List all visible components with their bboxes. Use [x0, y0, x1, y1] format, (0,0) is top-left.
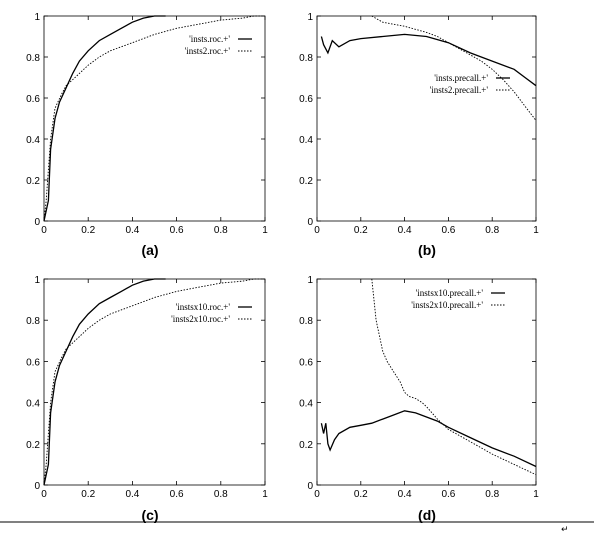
y-tick-label: 1 [34, 12, 40, 23]
panel-caption: (b) [418, 242, 436, 258]
y-tick-label: 0.8 [299, 53, 313, 64]
x-tick-label: 0.2 [354, 225, 368, 236]
y-tick-label: 0.4 [299, 399, 313, 410]
x-tick-label: 0.4 [125, 489, 139, 500]
x-tick-label: 0.2 [81, 489, 95, 500]
return-mark: ↵ [561, 525, 569, 534]
plot-frame [43, 278, 266, 486]
x-tick-label: 0.6 [441, 489, 455, 500]
legend-label: 'instsx10.precall.+' [416, 288, 484, 298]
x-tick-label: 1 [262, 489, 268, 500]
y-tick-label: 0.6 [299, 357, 313, 368]
y-tick-label: 0.4 [26, 135, 40, 146]
series-line-1 [43, 15, 265, 222]
y-tick-label: 0.2 [299, 440, 313, 451]
y-tick-label: 0.2 [299, 176, 313, 187]
x-tick-label: 0.8 [485, 225, 499, 236]
y-tick-label: 0.6 [26, 94, 40, 105]
x-tick-label: 0.6 [170, 225, 184, 236]
legend-label: 'insts2x10.precall.+' [411, 300, 483, 310]
y-tick-label: 0 [307, 481, 313, 492]
x-tick-label: 0.4 [398, 225, 412, 236]
y-tick-label: 0.4 [26, 399, 40, 410]
x-tick-label: 0 [41, 225, 47, 236]
x-tick-label: 0 [314, 225, 320, 236]
chart-panel-3: 0 0.2 0.4 0.6 0.8 1 0 0.2 0.4 0.6 0.8 1 'instsx10.pr… [299, 275, 539, 523]
x-tick-label: 0.2 [354, 489, 368, 500]
x-tick-label: 0.8 [485, 489, 499, 500]
legend-label: 'insts.precall.+' [434, 73, 488, 83]
x-tick-label: 0 [314, 489, 320, 500]
x-tick-label: 0 [41, 489, 47, 500]
x-tick-label: 1 [262, 225, 268, 236]
legend-label: 'insts2.roc.+' [185, 46, 231, 56]
y-tick-label: 0 [34, 217, 40, 228]
plot-frame [316, 15, 537, 222]
series-line-0 [320, 410, 537, 468]
y-tick-label: 0.6 [26, 357, 40, 368]
y-tick-label: 1 [307, 12, 313, 23]
series-line-1 [43, 278, 265, 486]
x-tick-label: 0.8 [214, 225, 228, 236]
y-tick-label: 0 [307, 217, 313, 228]
legend-label: 'instsx10.roc.+' [176, 302, 231, 312]
panel-caption: (c) [141, 507, 158, 523]
chart-panel-0: 0 0.2 0.4 0.6 0.8 1 0 0.2 0.4 0.6 0.8 1 'insts.roc.+… [26, 12, 268, 258]
x-tick-label: 1 [533, 225, 539, 236]
plot-frame [43, 15, 266, 222]
legend-label: 'insts.roc.+' [189, 34, 230, 44]
series-line-0 [43, 278, 166, 486]
series-line-0 [43, 15, 166, 222]
x-tick-label: 0.6 [441, 225, 455, 236]
chart-panel-1: 0 0.2 0.4 0.6 0.8 1 0 0.2 0.4 0.6 0.8 1 'insts.preca… [299, 12, 539, 258]
x-tick-label: 1 [533, 489, 539, 500]
panel-caption: (a) [141, 242, 158, 258]
panel-caption: (d) [418, 507, 436, 523]
x-tick-label: 0.6 [170, 489, 184, 500]
series-line-1 [371, 278, 537, 476]
plot-frame [316, 278, 537, 486]
x-tick-label: 0.2 [81, 225, 95, 236]
y-tick-label: 0.4 [299, 135, 313, 146]
y-tick-label: 0.2 [26, 440, 40, 451]
y-tick-label: 0.8 [26, 316, 40, 327]
y-tick-label: 0.8 [26, 53, 40, 64]
x-tick-label: 0.4 [125, 225, 139, 236]
y-tick-label: 0.8 [299, 316, 313, 327]
x-tick-label: 0.4 [398, 489, 412, 500]
legend-label: 'insts2x10.roc.+' [171, 314, 230, 324]
y-tick-label: 0.2 [26, 176, 40, 187]
x-tick-label: 0.8 [214, 489, 228, 500]
y-tick-label: 0 [34, 481, 40, 492]
series-line-0 [320, 33, 537, 87]
legend-label: 'insts2.precall.+' [430, 85, 489, 95]
chart-panel-2: 0 0.2 0.4 0.6 0.8 1 0 0.2 0.4 0.6 0.8 1 'instsx10.ro… [26, 275, 268, 523]
y-tick-label: 0.6 [299, 94, 313, 105]
y-tick-label: 1 [34, 275, 40, 286]
y-tick-label: 1 [307, 275, 313, 286]
